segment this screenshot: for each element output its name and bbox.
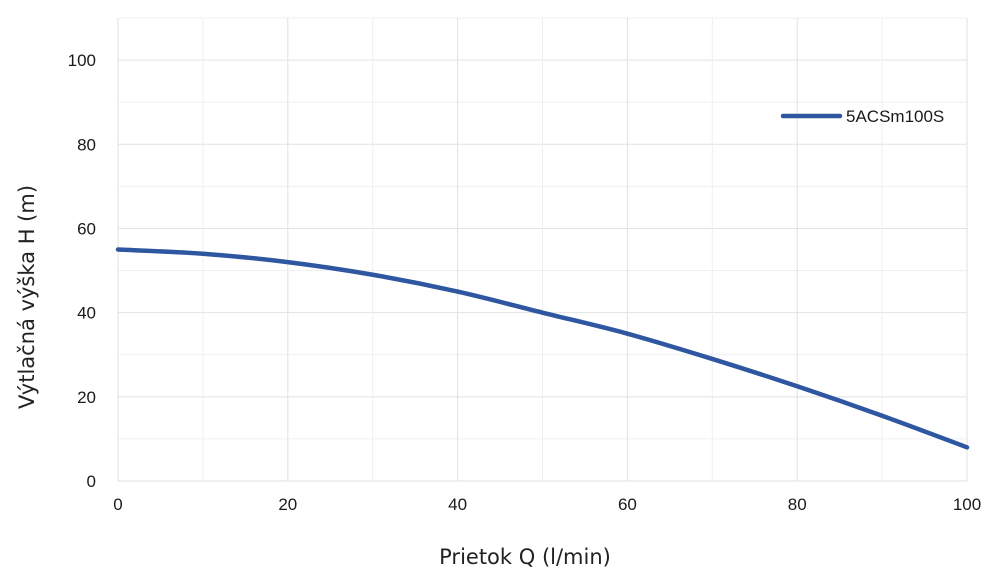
x-tick-label: 100 [953, 495, 981, 514]
legend-label: 5ACSm100S [846, 107, 944, 126]
y-tick-label: 60 [77, 219, 96, 238]
y-tick-label: 40 [77, 304, 96, 323]
grid [117, 17, 968, 482]
y-axis-title: Výtlačná výška H (m) [15, 185, 39, 409]
x-tick-label: 20 [278, 495, 297, 514]
series-line [115, 247, 970, 450]
x-tick-labels: 0 20 40 60 80 100 [113, 495, 981, 514]
series-lines [115, 247, 970, 450]
y-tick-label: 80 [77, 135, 96, 154]
x-axis-title: Prietok Q (l/min) [439, 545, 611, 569]
legend: 5ACSm100S [780, 107, 944, 126]
x-tick-label: 80 [788, 495, 807, 514]
y-tick-label: 100 [68, 51, 96, 70]
y-tick-label: 20 [77, 388, 96, 407]
x-tick-label: 0 [113, 495, 122, 514]
x-tick-label: 60 [618, 495, 637, 514]
y-tick-labels: 0 20 40 60 80 100 [68, 51, 96, 491]
x-tick-label: 40 [448, 495, 467, 514]
y-tick-label: 0 [87, 472, 96, 491]
